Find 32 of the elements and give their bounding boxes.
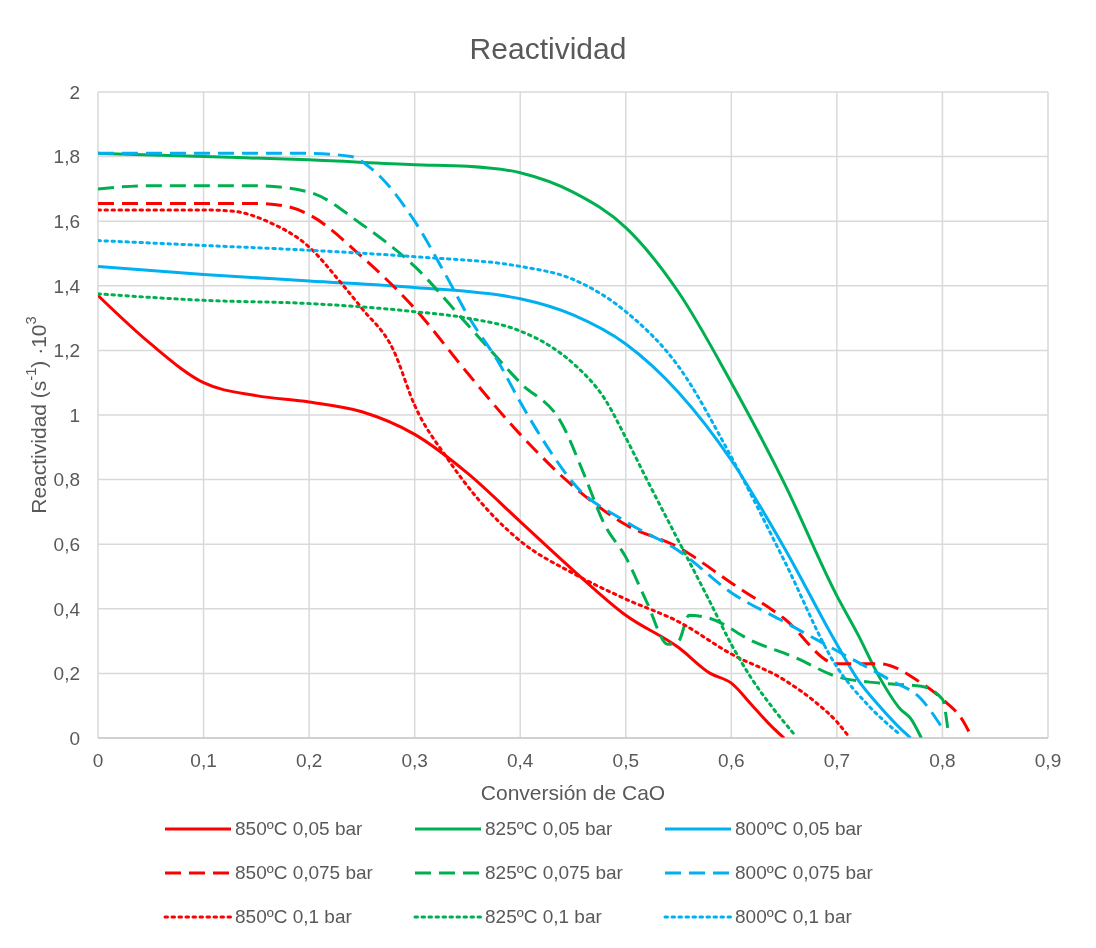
- x-axis-title: Conversión de CaO: [480, 781, 666, 804]
- x-tick-label: 0,8: [929, 750, 956, 772]
- x-tick-label: 0,4: [507, 750, 534, 772]
- legend-label: 800ºC 0,1 bar: [735, 906, 852, 928]
- y-tick-label: 1,6: [53, 210, 80, 232]
- x-tick-label: 0,3: [401, 750, 428, 772]
- x-tick-label: 0,7: [823, 750, 851, 772]
- chart-title: Reactividad: [468, 31, 628, 67]
- y-tick-label: 1,2: [53, 340, 80, 362]
- legend-label: 850ºC 0,05 bar: [235, 818, 363, 840]
- legend-label: 850ºC 0,075 bar: [235, 862, 373, 884]
- y-tick-label: 0: [69, 727, 80, 749]
- x-tick-label: 0,9: [1034, 750, 1062, 772]
- y-tick-label: 1,8: [53, 146, 80, 168]
- y-tick-label: 0,8: [53, 469, 80, 491]
- y-tick-label: 2: [69, 81, 80, 103]
- legend-label: 850ºC 0,1 bar: [235, 906, 352, 928]
- legend-label: 800ºC 0,05 bar: [735, 818, 863, 840]
- legend-label: 825ºC 0,075 bar: [485, 862, 623, 884]
- x-tick-label: 0,5: [612, 750, 639, 772]
- y-tick-label: 0,2: [53, 663, 80, 685]
- legend-label: 800ºC 0,075 bar: [735, 862, 873, 884]
- y-tick-label: 1,4: [53, 275, 81, 297]
- y-tick-label: 0,6: [53, 533, 80, 555]
- y-tick-label: 1: [69, 404, 80, 426]
- legend-label: 825ºC 0,05 bar: [485, 818, 613, 840]
- x-tick-label: 0,2: [295, 750, 323, 772]
- x-tick-label: 0,1: [190, 750, 217, 772]
- x-tick-label: 0,6: [718, 750, 745, 772]
- y-tick-label: 0,4: [53, 598, 81, 620]
- x-tick-label: 0: [92, 750, 104, 772]
- legend-label: 825ºC 0,1 bar: [485, 906, 602, 928]
